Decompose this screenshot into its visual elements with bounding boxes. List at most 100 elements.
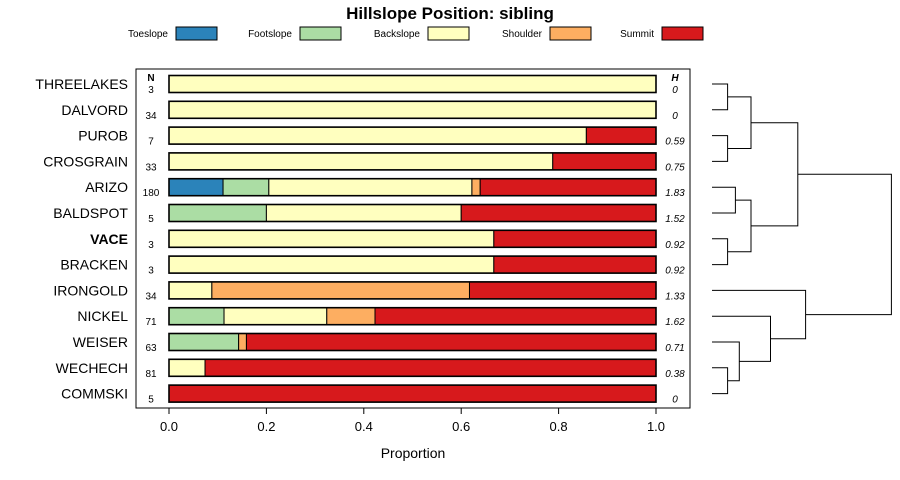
- bar-segment-commski-summit: [168, 384, 657, 403]
- n-value-bracken: 3: [148, 266, 154, 277]
- legend-label-footslope: Footslope: [248, 29, 292, 40]
- x-tick-label-3: 0.6: [452, 419, 470, 434]
- n-value-weiser: 63: [145, 343, 157, 354]
- bar-segment-irongold-backslope: [168, 281, 213, 300]
- row-label-commski: COMMSKI: [61, 386, 128, 402]
- h-value-threelakes: 0: [672, 85, 678, 96]
- x-tick-label-5: 1.0: [647, 419, 665, 434]
- legend-swatch-footslope: [299, 26, 342, 41]
- row-label-arizo: ARIZO: [85, 179, 128, 195]
- bar-outline-irongold: [168, 281, 657, 300]
- legend-swatch-shoulder: [549, 26, 592, 41]
- bar-segment-arizo-footslope: [222, 178, 270, 197]
- dendrogram-link-11: [797, 173, 892, 316]
- n-value-commski: 5: [148, 395, 154, 406]
- n-value-purob: 7: [148, 137, 154, 148]
- row-label-bracken: BRACKEN: [60, 257, 128, 273]
- bar-segment-wechech-backslope: [168, 358, 206, 377]
- x-axis: 0.0 0.2 0.4 0.6 0.8 1.0: [160, 408, 665, 434]
- dendrogram-link-3: [712, 186, 736, 214]
- row-label-weiser: WEISER: [73, 334, 128, 350]
- n-value-vace: 3: [148, 240, 154, 251]
- bar-outline-crosgrain: [168, 152, 657, 171]
- n-value-baldspot: 5: [148, 214, 154, 225]
- bar-segment-irongold-summit: [468, 281, 657, 300]
- x-tick-label-0: 0.0: [160, 419, 178, 434]
- n-header: N: [147, 73, 154, 84]
- row-label-dalvord: DALVORD: [61, 102, 128, 118]
- legend: Toeslope Footslope Backslope Shoulder Summit: [128, 26, 704, 41]
- legend-label-shoulder: Shoulder: [502, 29, 543, 40]
- h-value-nickel: 1.62: [665, 317, 685, 328]
- dendrogram-link-0: [712, 83, 729, 111]
- h-value-vace: 0.92: [665, 240, 685, 251]
- bars: THREELAKES 3 0 DALVORD 34 0 PUROB 7 0.59 CROSGRAI…: [35, 74, 685, 406]
- row-label-nickel: NICKEL: [77, 308, 128, 324]
- bar-segment-purob-backslope: [168, 126, 587, 145]
- n-value-dalvord: 34: [145, 111, 157, 122]
- h-value-bracken: 0.92: [665, 266, 685, 277]
- dendrogram-link-1: [712, 135, 729, 162]
- bar-segment-bracken-summit: [493, 255, 657, 274]
- bar-segment-arizo-toeslope: [168, 178, 224, 197]
- bar-segment-bracken-backslope: [168, 255, 495, 274]
- bar-segment-nickel-footslope: [168, 307, 225, 326]
- legend-label-toeslope: Toeslope: [128, 29, 168, 40]
- bar-segment-crosgrain-backslope: [168, 152, 554, 171]
- row-label-vace: VACE: [90, 231, 128, 247]
- row-label-crosgrain: CROSGRAIN: [43, 153, 128, 169]
- bar-outline-commski: [168, 384, 657, 403]
- h-value-dalvord: 0: [672, 111, 678, 122]
- bar-segment-vace-backslope: [168, 229, 495, 248]
- dendrogram-link-4: [712, 238, 729, 266]
- bar-segment-baldspot-footslope: [168, 204, 267, 222]
- bar-segment-nickel-shoulder: [326, 307, 376, 326]
- h-value-purob: 0.59: [665, 137, 685, 148]
- n-value-arizo: 180: [143, 188, 160, 199]
- chart-title: Hillslope Position: sibling: [346, 4, 554, 23]
- bar-outline-bracken: [168, 255, 657, 274]
- bar-segment-weiser-footslope: [168, 333, 240, 351]
- n-value-wechech: 81: [145, 369, 157, 380]
- n-value-threelakes: 3: [148, 85, 154, 96]
- bar-outline-threelakes: [168, 74, 657, 94]
- h-value-baldspot: 1.52: [665, 214, 685, 225]
- dendrogram-link-8: [712, 341, 740, 382]
- dendrogram-link-10: [712, 289, 807, 340]
- dendrogram-link-9: [712, 315, 771, 362]
- legend-swatch-summit: [661, 26, 704, 41]
- dendrogram-link-6: [751, 122, 799, 227]
- bar-segment-weiser-summit: [245, 333, 657, 351]
- n-value-irongold: 34: [145, 291, 157, 302]
- bar-segment-baldspot-backslope: [265, 204, 462, 222]
- x-tick-label-1: 0.2: [257, 419, 275, 434]
- h-value-crosgrain: 0.75: [665, 162, 685, 173]
- bar-segment-arizo-backslope: [268, 178, 473, 197]
- h-value-commski: 0: [672, 395, 678, 406]
- legend-swatch-toeslope: [175, 26, 218, 41]
- bar-segment-arizo-summit: [479, 178, 657, 197]
- dendrogram: [712, 83, 892, 395]
- bar-outline-dalvord: [168, 100, 657, 120]
- bar-segment-vace-summit: [493, 229, 657, 248]
- x-tick-label-4: 0.8: [550, 419, 568, 434]
- bar-segment-arizo-shoulder: [471, 178, 481, 197]
- plot-frame: [135, 68, 691, 409]
- h-value-weiser: 0.71: [665, 343, 684, 354]
- bar-outline-baldspot: [168, 203, 657, 223]
- bar-segment-nickel-backslope: [223, 307, 328, 326]
- dendrogram-link-5: [727, 199, 752, 253]
- x-tick-label-2: 0.4: [355, 419, 373, 434]
- h-value-arizo: 1.83: [665, 188, 685, 199]
- h-value-wechech: 0.38: [665, 369, 685, 380]
- bar-segment-nickel-summit: [374, 307, 657, 326]
- dendrogram-link-7: [712, 367, 729, 395]
- dendrogram-link-2: [727, 96, 752, 149]
- row-label-wechech: WECHECH: [56, 360, 128, 376]
- bar-segment-crosgrain-summit: [552, 152, 657, 171]
- bar-outline-weiser: [168, 332, 657, 352]
- row-label-purob: PUROB: [78, 128, 128, 144]
- bar-segment-wechech-summit: [204, 358, 657, 377]
- h-header: H: [671, 73, 679, 84]
